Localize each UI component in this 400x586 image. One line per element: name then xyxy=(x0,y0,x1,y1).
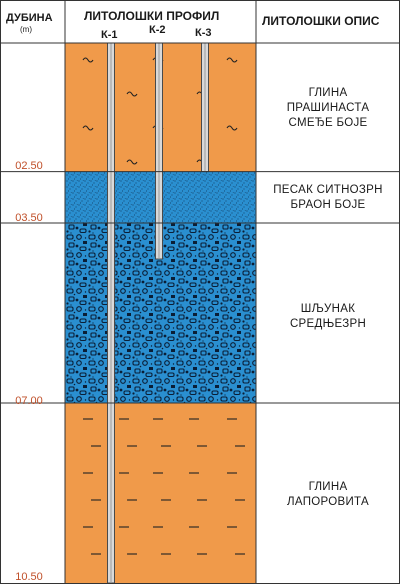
tilde-symbol xyxy=(126,91,138,97)
depth-unit: (m) xyxy=(20,25,32,34)
layer-description-fine-sand: ПЕСАК СИТНОЗРН БРАОН БОЈЕ xyxy=(256,183,400,213)
tilde-symbol xyxy=(82,57,94,63)
description-line: СРЕДЊЕЗРН xyxy=(289,318,367,330)
tilde-symbol xyxy=(226,125,238,131)
tilde-symbol xyxy=(126,159,138,165)
depth-label-10-50: 10.50 xyxy=(15,571,43,583)
depth-label-2-50: 02.50 xyxy=(15,160,43,172)
depth-label-7-00: 07.00 xyxy=(15,395,43,407)
depth-column-title: ДУБИНА xyxy=(6,12,53,24)
tilde-symbol xyxy=(226,57,238,63)
description-column-title: ЛИТОЛОШКИ ОПИС xyxy=(262,14,380,28)
borehole-label-k1: К-1 xyxy=(101,29,118,41)
description-line: БРАОН БОЈЕ xyxy=(290,199,366,211)
borehole-label-k2: К-2 xyxy=(149,24,166,36)
layer-3-fill xyxy=(65,403,256,583)
depth-label-3-50: 03.50 xyxy=(15,212,43,224)
layer-description-clay-silty: ГЛИНА ПРАШИНАСТА СМЕЂЕ БОЈЕ xyxy=(256,86,400,131)
description-line: ПЕСАК СИТНОЗРН xyxy=(273,184,383,196)
layer-description-gravel: ШЉУНАК СРЕДЊЕЗРН xyxy=(256,302,400,332)
description-line: ШЉУНАК xyxy=(300,303,356,315)
layer-description-marl-clay: ГЛИНА ЛАПОРОВИТА xyxy=(256,480,400,510)
description-line: ЛАПОРОВИТА xyxy=(287,496,369,508)
description-line: ПРАШИНАСТА xyxy=(286,102,370,114)
description-line: СМЕЂЕ БОЈЕ xyxy=(288,117,368,129)
description-line: ГЛИНА xyxy=(308,481,348,493)
tilde-symbol xyxy=(82,125,94,131)
profile-column-title: ЛИТОЛОШКИ ПРОФИЛ xyxy=(84,9,220,23)
description-line: ГЛИНА xyxy=(308,87,348,99)
borehole-label-k3: К-3 xyxy=(195,27,212,39)
